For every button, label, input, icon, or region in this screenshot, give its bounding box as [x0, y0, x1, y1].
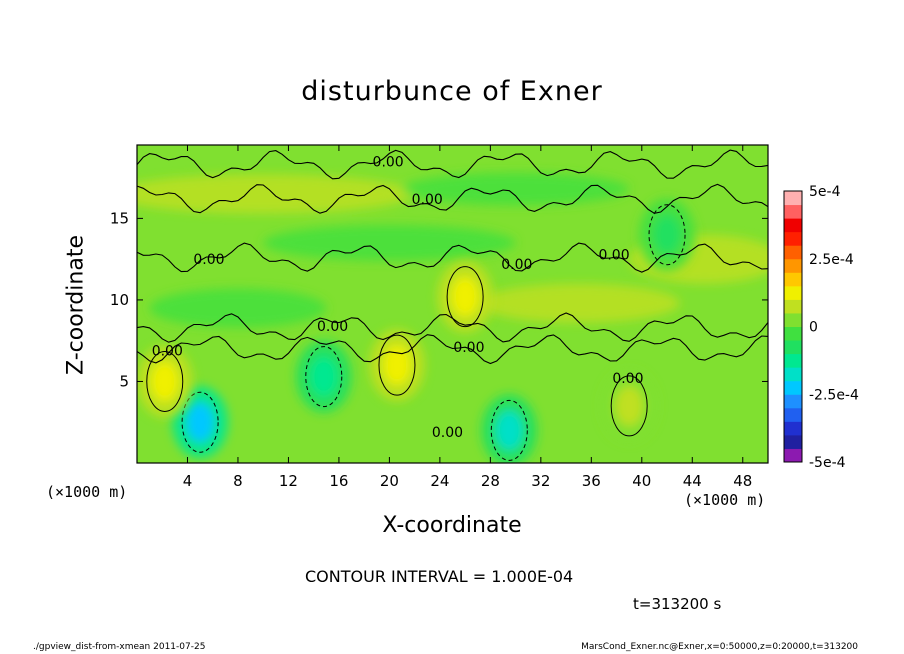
x-tick-label: 8	[233, 472, 243, 490]
zero-contour-5	[137, 334, 768, 365]
field-patch	[137, 174, 415, 214]
x-tick-label: 24	[430, 472, 449, 490]
colorbar-tick-label: 0	[809, 320, 818, 336]
contour-label-5: 0.00	[598, 247, 629, 263]
colorbar-segment	[784, 380, 802, 395]
x-tick-label: 4	[183, 472, 193, 490]
x-tick-label: 16	[329, 472, 348, 490]
contour-label-9: 0.00	[612, 371, 643, 387]
x-tick-label: 40	[632, 472, 651, 490]
field-patch	[263, 224, 516, 261]
y-tick-label: 10	[110, 291, 129, 309]
x-tick-label: 32	[531, 472, 550, 490]
contour-label-6: 0.00	[317, 319, 348, 335]
colorbar-tick-label: 2.5e-4	[809, 252, 854, 268]
colorbar: 5e-4 2.5e-4 0 -2.5e-4 -5e-4	[783, 184, 859, 471]
colorbar-segment	[784, 340, 802, 355]
colorbar-tick-label: -2.5e-4	[809, 387, 859, 403]
y-axis-unit: (×1000 m)	[46, 483, 128, 501]
time-note: t=313200 s	[633, 595, 722, 613]
field-patch	[477, 283, 680, 323]
contour-labels: 0.00 0.00 0.00 0.00 0.00 0.00 0.00 0.00 0.00 0.00	[152, 154, 644, 441]
x-tick-label: 36	[582, 472, 601, 490]
colorbar-segment	[784, 218, 802, 233]
footer-file-info: MarsCond_Exner.nc@Exner,x=0:50000,z=0:20…	[581, 642, 858, 652]
contour-label-1: 0.00	[373, 154, 404, 170]
colorbar-segment	[784, 191, 802, 206]
contour-label-2: 0.00	[412, 192, 443, 208]
colorbar-segment	[784, 407, 802, 422]
colorbar-segment	[784, 299, 802, 314]
y-axis-ticks: 5 10 15	[110, 209, 768, 390]
colorbar-segment	[784, 448, 802, 463]
colorbar-segment	[784, 272, 802, 287]
contour-label-8: 0.00	[453, 340, 484, 356]
colorbar-segment	[784, 394, 802, 409]
colorbar-segment	[784, 258, 802, 273]
footer-script-name: ./gpview_dist-from-xmean 2011-07-25	[33, 642, 206, 652]
x-tick-label: 12	[279, 472, 298, 490]
anomaly-positive-5	[368, 329, 425, 402]
x-tick-label: 48	[733, 472, 752, 490]
zero-contour-1	[137, 149, 768, 180]
contour-lines	[137, 149, 768, 365]
contour-label-10: 0.00	[432, 425, 463, 441]
anomaly-positive-7	[437, 260, 494, 333]
colorbar-tick-label: 5e-4	[809, 184, 841, 200]
y-tick-label: 5	[119, 372, 129, 390]
x-tick-label: 28	[481, 472, 500, 490]
colorbar-segment	[784, 245, 802, 260]
colorbar-segment	[784, 353, 802, 368]
contour-interval-note: CONTOUR INTERVAL = 1.000E-04	[305, 567, 574, 586]
contour-label-7: 0.00	[152, 343, 183, 359]
colorbar-segment	[784, 434, 802, 449]
plot-area	[137, 145, 768, 463]
contour-label-3: 0.00	[193, 252, 224, 268]
colorbar-tick-label: -5e-4	[809, 455, 846, 471]
colorbar-segment	[784, 367, 802, 382]
anomaly-negative-3	[295, 340, 352, 413]
x-tick-label: 20	[380, 472, 399, 490]
chart-title: disturbunce of Exner	[301, 76, 603, 107]
zero-contour-4	[137, 312, 768, 343]
x-axis-unit: (×1000 m)	[684, 491, 766, 509]
field-anomalies	[137, 198, 696, 463]
x-axis-label: X-coordinate	[382, 513, 522, 538]
colorbar-segment	[784, 285, 802, 300]
y-tick-label: 15	[110, 209, 129, 227]
colorbar-segment	[784, 204, 802, 219]
colorbar-frame	[783, 190, 803, 463]
zero-contour-2	[137, 183, 768, 214]
zero-contour-3	[137, 242, 768, 273]
colorbar-segment	[784, 312, 802, 327]
colorbar-segment	[784, 326, 802, 341]
plot-frame	[136, 144, 769, 464]
x-axis-ticks: 4 8 12 16 20 24 28 32 36 40 44 48	[183, 145, 752, 490]
contour-label-4: 0.00	[501, 257, 532, 273]
anomaly-negative-2	[481, 394, 538, 463]
field-patch	[149, 288, 327, 328]
colorbar-segment	[784, 231, 802, 246]
colorbar-segment	[784, 421, 802, 436]
x-tick-label: 44	[683, 472, 702, 490]
